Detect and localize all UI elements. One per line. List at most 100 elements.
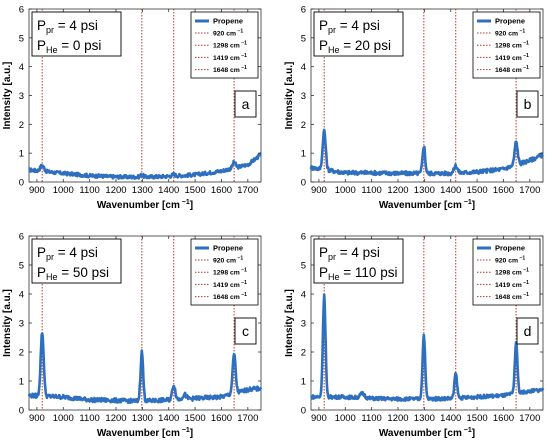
x-tick-label: 900 (311, 185, 327, 196)
x-tick-label: 1700 (519, 185, 540, 196)
x-tick-label: 1600 (493, 413, 514, 424)
helium-pressure-label: PHe = 20 psi (319, 38, 391, 55)
x-tick-label: 1300 (132, 413, 153, 424)
propene-pressure-label: Ppr = 4 psi (319, 18, 380, 35)
y-tick-label: 6 (19, 5, 24, 16)
y-tick-label: 2 (19, 120, 24, 131)
y-tick-label: 1 (19, 377, 24, 388)
panel-a: 900 1000 1100 1200 1300 1400 1500 1600 1700 0 1 2 3 4… (2, 5, 262, 211)
legend-label-propene: Propene (213, 244, 243, 253)
panel-b: 900 1000 1100 1200 1300 1400 1500 1600 1700 0 1 2 3 4… (284, 5, 544, 211)
x-tick-label: 1000 (53, 413, 74, 424)
y-tick-label: 2 (301, 120, 306, 131)
x-tick-label: 1700 (237, 185, 258, 196)
y-tick-label: 4 (301, 62, 306, 73)
x-tick-label: 1400 (440, 413, 461, 424)
x-tick-label: 1600 (211, 413, 232, 424)
legend-label-reference: 1419 cm −1 (495, 53, 529, 62)
panel-c: 900 1000 1100 1200 1300 1400 1500 1600 1700 0 1 2 3 4… (2, 232, 263, 439)
x-tick-label: 1200 (387, 413, 408, 424)
y-tick-label: 5 (301, 261, 306, 272)
x-tick-label: 1100 (361, 185, 381, 196)
x-tick-label: 1600 (211, 185, 232, 196)
panel-letter: c (242, 323, 249, 339)
legend-label-reference: 920 cm −1 (213, 29, 243, 38)
y-axis-label: Intensity [a.u.] (2, 62, 13, 130)
propene-pressure-label: Ppr = 4 psi (319, 245, 380, 262)
panel-letter-box (234, 90, 257, 118)
legend-label-reference: 1298 cm −1 (213, 41, 247, 50)
x-tick-label: 1100 (79, 185, 99, 196)
legend-label-reference: 1298 cm −1 (495, 41, 529, 50)
legend-label-propene: Propene (213, 17, 243, 26)
y-tick-label: 6 (301, 232, 306, 243)
x-tick-label: 900 (29, 185, 45, 196)
legend-label-reference: 920 cm −1 (213, 256, 243, 265)
y-tick-label: 1 (301, 377, 306, 388)
x-tick-label: 1200 (105, 185, 126, 196)
x-tick-label: 1500 (467, 413, 488, 424)
legend-label-reference: 1419 cm −1 (213, 53, 247, 62)
y-tick-label: 1 (301, 149, 306, 160)
x-tick-label: 1100 (79, 413, 99, 424)
y-axis-label: Intensity [a.u.] (2, 289, 13, 357)
x-tick-label: 1600 (493, 185, 514, 196)
propene-pressure-label: Ppr = 4 psi (37, 245, 98, 262)
panel-letter: a (242, 96, 250, 112)
x-tick-label: 1100 (361, 413, 381, 424)
y-tick-label: 3 (301, 319, 306, 330)
y-tick-label: 6 (19, 232, 24, 243)
helium-pressure-label: PHe = 50 psi (37, 265, 109, 282)
spectrum-line-propene (27, 332, 263, 405)
x-tick-label: 900 (29, 413, 45, 424)
x-tick-label: 1300 (132, 185, 153, 196)
conditions-box (31, 238, 122, 284)
legend-label-reference: 1648 cm −1 (495, 292, 529, 301)
x-tick-label: 1400 (158, 185, 179, 196)
conditions-box (31, 11, 122, 57)
y-tick-label: 0 (19, 406, 24, 417)
panel-d: 900 1000 1100 1200 1300 1400 1500 1600 1700 0 1 2 3 4… (284, 232, 545, 439)
legend-label-reference: 1648 cm −1 (213, 65, 247, 74)
x-tick-label: 1200 (387, 185, 408, 196)
legend-label-reference: 1648 cm −1 (495, 65, 529, 74)
y-tick-label: 4 (301, 290, 306, 301)
x-tick-label: 1500 (467, 185, 488, 196)
legend-label-reference: 920 cm −1 (495, 29, 525, 38)
panel-letter-box (234, 317, 257, 345)
legend-label-reference: 1648 cm −1 (213, 292, 247, 301)
x-tick-label: 1000 (335, 413, 356, 424)
legend-label-reference: 920 cm −1 (495, 256, 525, 265)
y-tick-label: 1 (19, 149, 24, 160)
x-axis-label: Wavenumber [cm −1] (97, 427, 193, 439)
conditions-box (313, 238, 404, 284)
spectrum-line-propene (310, 293, 545, 403)
x-axis-label: Wavenumber [cm −1] (379, 427, 475, 439)
legend-label-propene: Propene (495, 17, 525, 26)
x-tick-label: 1200 (105, 413, 126, 424)
panel-letter-box (516, 317, 539, 345)
x-tick-label: 1700 (237, 413, 258, 424)
y-tick-label: 0 (301, 406, 306, 417)
propene-pressure-label: Ppr = 4 psi (37, 18, 98, 35)
legend-label-reference: 1419 cm −1 (495, 280, 529, 289)
panel-letter: b (524, 96, 532, 112)
legend-label-reference: 1298 cm −1 (495, 268, 529, 277)
conditions-box (313, 11, 404, 57)
y-axis-label: Intensity [a.u.] (284, 289, 295, 357)
spectrum-line-propene (309, 128, 544, 177)
x-tick-label: 1500 (185, 413, 206, 424)
y-tick-label: 5 (19, 261, 24, 272)
y-tick-label: 0 (19, 178, 24, 189)
y-axis-label: Intensity [a.u.] (284, 62, 295, 130)
y-tick-label: 3 (19, 319, 24, 330)
y-tick-label: 3 (19, 91, 24, 102)
x-tick-label: 1000 (53, 185, 74, 196)
y-tick-label: 0 (301, 178, 306, 189)
y-tick-label: 3 (301, 91, 306, 102)
y-tick-label: 5 (301, 33, 306, 44)
x-tick-label: 1700 (519, 413, 540, 424)
y-tick-label: 2 (301, 348, 306, 359)
x-tick-label: 1400 (158, 413, 179, 424)
